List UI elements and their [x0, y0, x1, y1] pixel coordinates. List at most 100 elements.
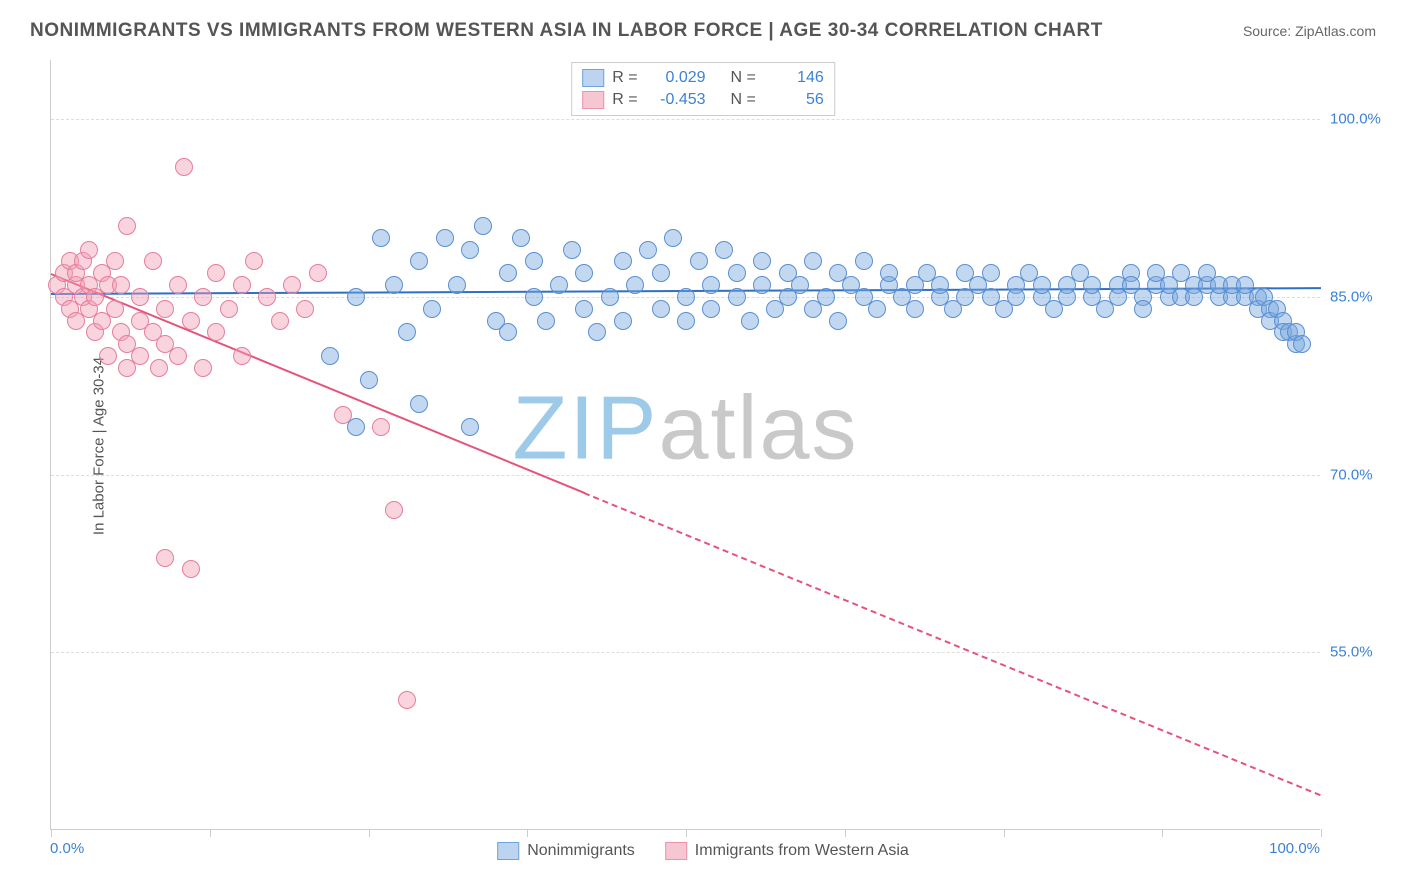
- x-tick: [369, 829, 370, 837]
- x-tick: [1162, 829, 1163, 837]
- x-tick: [210, 829, 211, 837]
- legend-swatch: [497, 842, 519, 860]
- data-point: [112, 276, 130, 294]
- r-value: -0.453: [646, 91, 706, 109]
- r-label: R =: [612, 91, 637, 109]
- x-max-label: 100.0%: [1269, 840, 1320, 857]
- data-point: [664, 229, 682, 247]
- data-point: [499, 323, 517, 341]
- data-point: [182, 312, 200, 330]
- legend-label: Immigrants from Western Asia: [695, 842, 909, 860]
- stats-row: R =0.029 N =146: [582, 67, 824, 89]
- source-label: Source: ZipAtlas.com: [1243, 23, 1376, 39]
- data-point: [804, 252, 822, 270]
- data-point: [614, 312, 632, 330]
- data-point: [677, 312, 695, 330]
- data-point: [1058, 288, 1076, 306]
- data-point: [283, 276, 301, 294]
- data-point: [118, 217, 136, 235]
- data-point: [271, 312, 289, 330]
- data-point: [169, 347, 187, 365]
- trend-line: [584, 492, 1321, 796]
- data-point: [398, 323, 416, 341]
- x-tick: [1321, 829, 1322, 837]
- data-point: [728, 288, 746, 306]
- data-point: [194, 359, 212, 377]
- data-point: [791, 276, 809, 294]
- legend-item: Nonimmigrants: [497, 842, 635, 860]
- data-point: [575, 264, 593, 282]
- data-point: [131, 288, 149, 306]
- data-point: [702, 276, 720, 294]
- data-point: [690, 252, 708, 270]
- gridline: [51, 652, 1320, 653]
- data-point: [906, 300, 924, 318]
- data-point: [233, 347, 251, 365]
- data-point: [398, 691, 416, 709]
- x-tick: [1004, 829, 1005, 837]
- legend-swatch: [582, 91, 604, 109]
- legend-swatch: [665, 842, 687, 860]
- data-point: [334, 406, 352, 424]
- data-point: [106, 252, 124, 270]
- data-point: [829, 312, 847, 330]
- correlation-stats-box: R =0.029 N =146R =-0.453 N =56: [571, 62, 835, 116]
- data-point: [550, 276, 568, 294]
- data-point: [1134, 300, 1152, 318]
- data-point: [601, 288, 619, 306]
- n-label: N =: [730, 91, 755, 109]
- legend-label: Nonimmigrants: [527, 842, 635, 860]
- x-tick: [686, 829, 687, 837]
- data-point: [855, 252, 873, 270]
- stats-row: R = -0.453 N = 56: [582, 89, 824, 111]
- x-tick: [527, 829, 528, 837]
- data-point: [525, 252, 543, 270]
- data-point: [982, 264, 1000, 282]
- data-point: [144, 252, 162, 270]
- data-point: [702, 300, 720, 318]
- data-point: [436, 229, 454, 247]
- data-point: [563, 241, 581, 259]
- data-point: [1083, 276, 1101, 294]
- r-label: R =: [612, 69, 637, 87]
- data-point: [169, 276, 187, 294]
- data-point: [347, 288, 365, 306]
- data-point: [1033, 276, 1051, 294]
- r-value: 0.029: [646, 69, 706, 87]
- data-point: [410, 252, 428, 270]
- data-point: [931, 276, 949, 294]
- plot-area: ZIPatlas 55.0%70.0%85.0%100.0%: [50, 60, 1320, 830]
- x-tick: [51, 829, 52, 837]
- y-tick-label: 100.0%: [1330, 111, 1381, 128]
- n-value: 56: [764, 91, 824, 109]
- x-tick: [845, 829, 846, 837]
- n-label: N =: [730, 69, 755, 87]
- x-min-label: 0.0%: [50, 840, 84, 857]
- data-point: [150, 359, 168, 377]
- data-point: [474, 217, 492, 235]
- bottom-legend: Nonimmigrants Immigrants from Western Asi…: [497, 842, 909, 860]
- data-point: [372, 418, 390, 436]
- y-tick-label: 70.0%: [1330, 466, 1373, 483]
- watermark: ZIPatlas: [512, 378, 858, 481]
- data-point: [728, 264, 746, 282]
- gridline: [51, 475, 1320, 476]
- data-point: [741, 312, 759, 330]
- data-point: [1007, 288, 1025, 306]
- data-point: [175, 158, 193, 176]
- data-point: [182, 560, 200, 578]
- data-point: [639, 241, 657, 259]
- data-point: [372, 229, 390, 247]
- data-point: [753, 252, 771, 270]
- data-point: [296, 300, 314, 318]
- data-point: [423, 300, 441, 318]
- data-point: [156, 549, 174, 567]
- data-point: [880, 264, 898, 282]
- data-point: [106, 300, 124, 318]
- legend-swatch: [582, 69, 604, 87]
- watermark-part-a: ZIP: [512, 379, 658, 479]
- data-point: [360, 371, 378, 389]
- data-point: [220, 300, 238, 318]
- data-point: [575, 300, 593, 318]
- legend-item: Immigrants from Western Asia: [665, 842, 909, 860]
